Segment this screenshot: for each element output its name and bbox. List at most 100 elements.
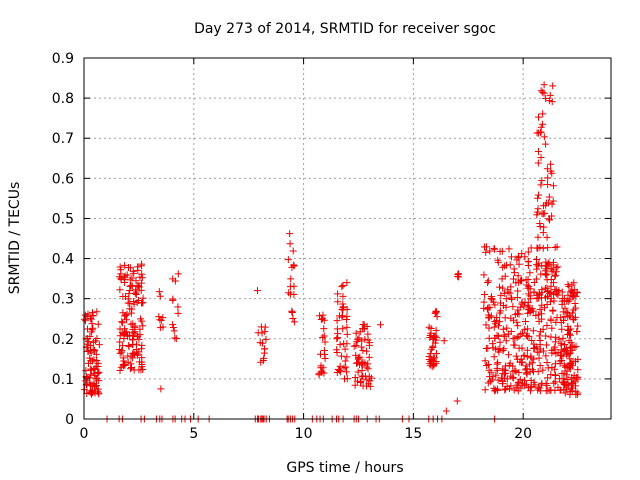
data-point: [568, 281, 576, 289]
data-point: [350, 342, 358, 350]
data-point: [174, 309, 182, 317]
data-point: [545, 215, 553, 223]
data-point: [574, 375, 582, 383]
data-point: [552, 271, 560, 279]
data-point: [169, 295, 177, 303]
data-point: [343, 375, 351, 383]
data-point: [155, 288, 163, 296]
data-point: [363, 347, 371, 355]
data-point: [517, 330, 525, 338]
y-tick-label: 0: [65, 412, 74, 428]
data-point: [340, 340, 348, 348]
data-point: [87, 371, 95, 379]
data-point: [548, 98, 556, 106]
data-point: [535, 317, 543, 325]
data-point: [520, 302, 528, 310]
data-point: [545, 259, 553, 267]
data-point: [544, 287, 552, 295]
data-point: [484, 278, 492, 286]
data-point: [494, 258, 502, 266]
data-point: [123, 271, 131, 279]
data-point: [358, 367, 366, 375]
data-point: [319, 334, 327, 341]
data-point: [491, 245, 499, 253]
data-point: [544, 180, 552, 188]
data-point: [524, 384, 532, 392]
data-point: [539, 229, 547, 237]
data-point: [335, 312, 343, 320]
data-point: [132, 290, 140, 298]
data-point: [284, 256, 292, 264]
data-point: [564, 331, 572, 339]
data-point: [433, 308, 441, 316]
data-point: [317, 315, 325, 323]
data-point: [286, 283, 294, 291]
data-point: [440, 337, 448, 345]
data-point: [548, 364, 556, 372]
data-point: [482, 344, 490, 352]
data-point: [523, 369, 531, 377]
data-point: [543, 358, 551, 366]
data-point: [522, 332, 530, 340]
data-point: [116, 286, 124, 294]
data-point: [353, 338, 361, 346]
data-point: [542, 332, 550, 340]
data-point: [95, 377, 103, 385]
data-point: [93, 334, 101, 342]
data-point: [553, 243, 561, 251]
data-point: [133, 351, 141, 359]
data-point: [122, 311, 130, 319]
data-point: [524, 248, 532, 256]
data-point: [567, 346, 575, 354]
data-point: [169, 323, 177, 331]
data-point: [534, 159, 542, 167]
data-point: [543, 341, 551, 349]
data-point: [352, 329, 360, 337]
data-point: [285, 289, 293, 297]
data-point: [542, 199, 550, 207]
data-point: [131, 289, 139, 297]
data-point: [551, 378, 559, 386]
x-tick-label: 0: [80, 426, 89, 442]
data-point: [258, 339, 266, 347]
data-point: [497, 291, 505, 299]
data-point: [501, 386, 509, 394]
data-point: [507, 253, 515, 261]
data-point: [537, 87, 545, 95]
y-tick-label: 0.8: [52, 91, 74, 107]
data-point: [526, 308, 534, 316]
data-point: [261, 323, 269, 331]
data-point: [509, 275, 517, 283]
data-point: [549, 306, 557, 314]
data-point: [516, 303, 524, 311]
data-point: [93, 357, 101, 365]
data-point: [480, 271, 488, 279]
data-point: [352, 341, 360, 349]
data-point: [543, 322, 551, 330]
data-point: [564, 349, 572, 357]
data-point: [333, 335, 341, 343]
data-point: [537, 128, 545, 136]
data-point: [502, 337, 510, 345]
data-point: [566, 355, 574, 363]
data-point: [497, 307, 505, 315]
data-point: [560, 377, 568, 385]
data-point: [132, 277, 140, 285]
data-point: [365, 341, 373, 349]
data-point: [320, 325, 328, 333]
data-point: [253, 287, 261, 295]
data-point: [535, 332, 543, 340]
data-point: [511, 341, 519, 349]
data-point: [528, 366, 536, 374]
data-point: [535, 294, 543, 302]
data-point: [170, 327, 178, 335]
data-point: [566, 325, 574, 333]
y-tick-label: 0.2: [52, 332, 74, 348]
data-point: [430, 360, 438, 368]
data-point: [503, 375, 511, 383]
data-point: [538, 286, 546, 294]
data-point: [430, 335, 438, 343]
data-point: [507, 294, 515, 302]
data-point: [127, 282, 135, 290]
